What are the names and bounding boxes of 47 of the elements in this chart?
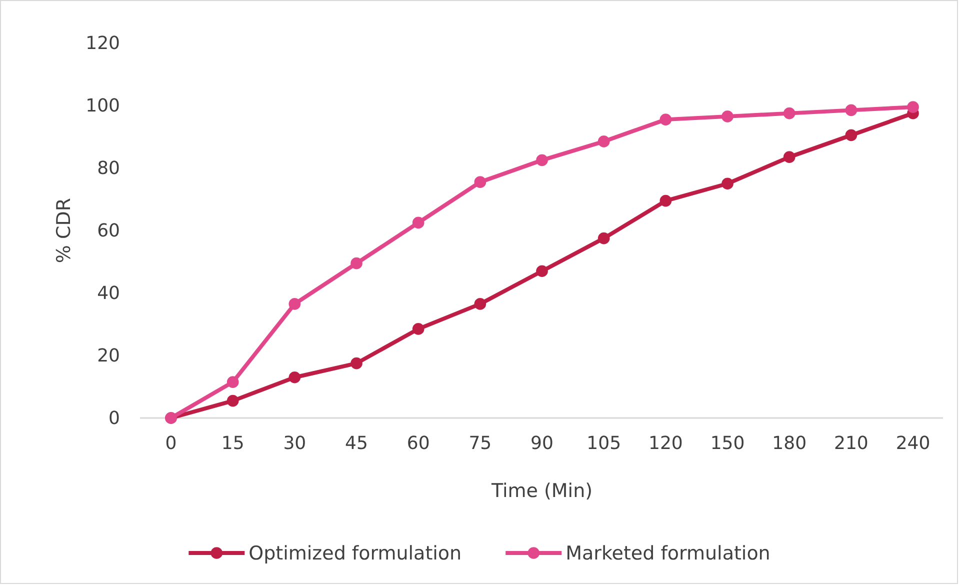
x-tick-label: 150 xyxy=(710,432,745,454)
point xyxy=(226,376,239,388)
y-tick-label: 100 xyxy=(86,95,120,116)
x-tick-label: 240 xyxy=(896,432,930,454)
x-tick-label: 180 xyxy=(772,432,807,454)
x-tick-label: 105 xyxy=(586,432,622,454)
point xyxy=(722,110,734,122)
point xyxy=(660,194,672,207)
y-tick-label: 80 xyxy=(97,158,120,179)
y-tick-label: 40 xyxy=(97,282,120,304)
point xyxy=(412,323,424,335)
y-tick-label: 0 xyxy=(108,408,120,429)
point xyxy=(412,216,424,229)
point xyxy=(288,298,301,310)
point xyxy=(474,176,486,188)
x-tick-label: 15 xyxy=(221,432,244,454)
x-tick-label: 210 xyxy=(834,432,868,454)
point xyxy=(907,101,919,113)
point xyxy=(660,114,672,126)
y-tick-label: 120 xyxy=(86,32,120,54)
x-tick-label: 30 xyxy=(283,432,306,454)
point xyxy=(536,154,548,166)
x-tick-label: 60 xyxy=(406,432,430,454)
point xyxy=(845,104,858,116)
point xyxy=(350,257,362,270)
point xyxy=(783,151,796,163)
legend-label: Marketed formulation xyxy=(566,542,770,565)
y-tick-label: 60 xyxy=(97,220,120,242)
x-tick-label: 120 xyxy=(648,432,683,454)
point xyxy=(845,129,858,142)
x-tick-label: 0 xyxy=(165,432,177,454)
point xyxy=(226,394,239,407)
x-tick-label: 75 xyxy=(468,432,492,454)
point xyxy=(598,232,610,244)
point xyxy=(722,178,734,190)
point xyxy=(598,136,610,148)
y-tick-label: 20 xyxy=(97,345,120,366)
x-tick-label: 90 xyxy=(530,432,554,454)
x-axis-title: Time (Min) xyxy=(490,480,593,502)
point xyxy=(350,357,362,370)
point xyxy=(474,298,486,310)
point xyxy=(783,107,796,120)
x-tick-label: 45 xyxy=(345,432,368,454)
legend-label: Optimized formulation xyxy=(248,542,462,565)
point xyxy=(536,265,548,278)
point xyxy=(288,371,301,384)
y-axis-title: % CDR xyxy=(53,198,75,264)
